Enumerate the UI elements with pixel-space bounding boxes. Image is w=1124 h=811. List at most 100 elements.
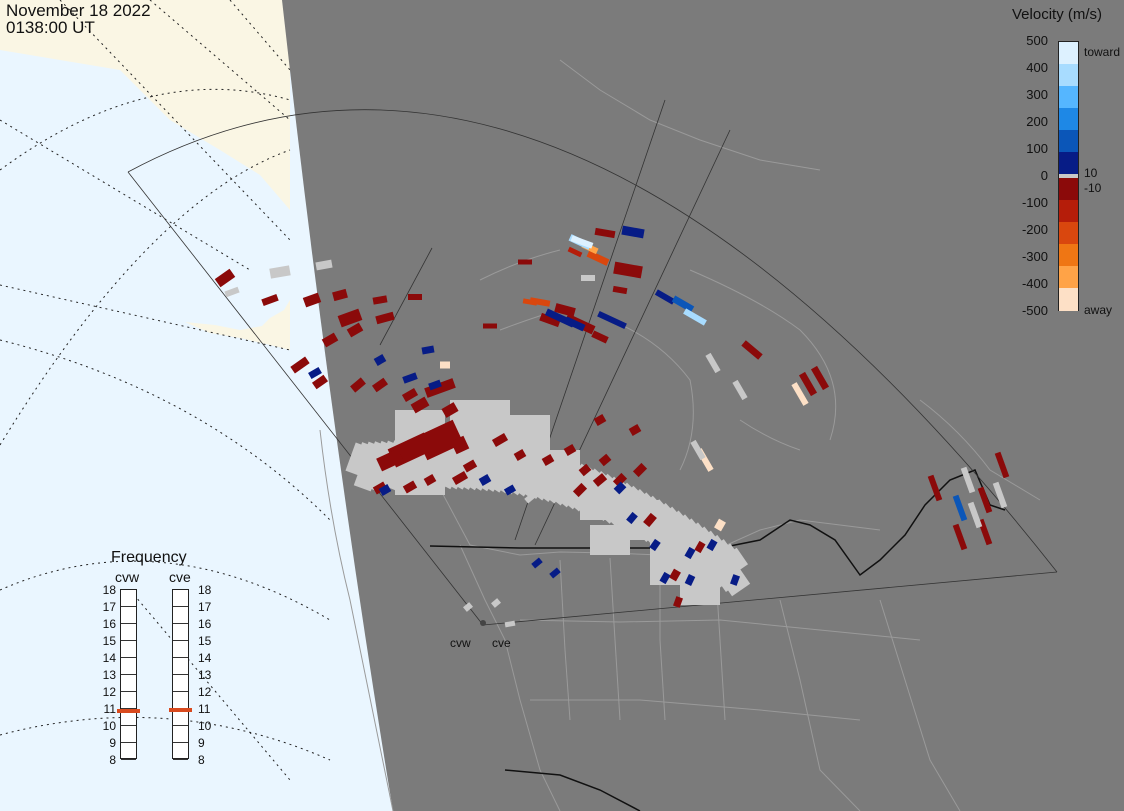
frequency-scale-label: 15 <box>198 634 212 648</box>
frequency-scale-cell <box>173 743 188 760</box>
velocity-cell <box>372 481 388 495</box>
velocity-cell <box>570 235 594 249</box>
frequency-scale-cell <box>173 624 188 641</box>
velocity-cell <box>741 340 763 360</box>
colorbar-segment <box>1059 266 1078 289</box>
velocity-cell <box>478 474 492 486</box>
velocity-cell <box>337 308 363 328</box>
legend-away-label: away <box>1084 303 1113 317</box>
frequency-scale-label: 16 <box>198 617 212 631</box>
velocity-cell <box>378 484 392 496</box>
velocity-cell <box>628 424 642 436</box>
colorbar-tick-label: -100 <box>1021 195 1048 210</box>
velocity-cell <box>706 538 718 552</box>
velocity-cell <box>671 295 695 313</box>
velocity-cell <box>992 481 1008 509</box>
velocity-cell <box>592 473 608 487</box>
velocity-colorbar <box>1058 41 1079 311</box>
velocity-cell <box>673 596 683 608</box>
colorbar-segment <box>1059 42 1078 65</box>
frequency-scale-cell <box>121 726 136 743</box>
frequency-scale-cell <box>173 658 188 675</box>
velocity-cell <box>395 465 445 495</box>
velocity-cell <box>711 547 749 582</box>
alaska-landmass <box>0 0 290 210</box>
velocity-cell <box>927 474 943 502</box>
velocity-cell <box>632 462 648 478</box>
velocity-cell <box>669 568 681 582</box>
frequency-scale-label: 8 <box>198 753 205 767</box>
velocity-cell <box>791 382 809 406</box>
frequency-scale-label: 18 <box>198 583 212 597</box>
velocity-cell <box>952 494 968 522</box>
frequency-scale-label: 13 <box>102 668 116 682</box>
velocity-cell <box>810 365 830 391</box>
velocity-cell <box>224 286 240 298</box>
frequency-marker <box>169 707 192 712</box>
velocity-cell <box>302 292 322 308</box>
velocity-cell <box>321 332 339 348</box>
velocity-cell <box>564 316 586 332</box>
velocity-cell <box>612 285 628 295</box>
colorbar-segment <box>1059 200 1078 223</box>
frequency-scale-cell <box>121 607 136 624</box>
date-label: November 18 2022 <box>6 1 151 20</box>
velocity-cell <box>261 293 279 307</box>
time-label: 0138:00 UT <box>6 18 95 37</box>
frequency-scale-cell <box>173 675 188 692</box>
velocity-cell <box>491 433 509 447</box>
velocity-cell <box>290 356 310 374</box>
velocity-cell <box>402 480 418 494</box>
velocity-cell <box>590 525 630 555</box>
velocity-cell <box>424 378 456 398</box>
velocity-cell <box>269 265 291 279</box>
colorbar-segment <box>1059 130 1078 153</box>
velocity-cell <box>350 377 366 393</box>
frequency-scale-cell <box>173 709 188 726</box>
radar-label-cvw: cvw <box>450 636 471 650</box>
velocity-cell <box>684 573 696 587</box>
colorbar-segment <box>1059 288 1078 311</box>
velocity-cell <box>643 512 657 528</box>
velocity-cell <box>732 379 748 401</box>
velocity-cell <box>683 308 707 326</box>
legend-toward-label: toward <box>1084 45 1121 59</box>
legend-pos-min-label: 10 <box>1084 166 1098 180</box>
velocity-cell <box>591 330 609 344</box>
velocity-cell <box>621 225 645 239</box>
velocity-cell <box>613 481 627 495</box>
frequency-scale-label: 14 <box>198 651 212 665</box>
velocity-cell <box>463 602 473 612</box>
legend-title: Velocity (m/s) <box>1012 6 1103 23</box>
colorbar-tick-label: 200 <box>1026 114 1048 129</box>
colorbar-segment <box>1059 86 1078 109</box>
velocity-cell <box>578 463 592 477</box>
frequency-scale-label: 9 <box>109 736 116 750</box>
velocity-cell <box>593 414 607 426</box>
freq-radar-label-cve: cve <box>169 569 191 585</box>
velocity-cell <box>408 294 422 300</box>
velocity-cell <box>690 439 706 461</box>
velocity-cell <box>541 454 555 466</box>
frequency-scale-cell <box>173 590 188 607</box>
aleutian-landmass <box>185 300 290 350</box>
colorbar-zero-band <box>1059 174 1078 178</box>
velocity-cell <box>401 388 419 402</box>
velocity-cell <box>428 379 442 391</box>
velocity-cell <box>594 227 616 239</box>
velocity-cell <box>597 310 627 330</box>
frequency-scale-cell <box>173 641 188 658</box>
velocity-cell <box>680 575 720 605</box>
velocity-cell <box>626 511 638 525</box>
frequency-scale-label: 17 <box>102 600 116 614</box>
colorbar-tick-label: 400 <box>1026 60 1048 75</box>
velocity-cell <box>960 466 976 494</box>
velocity-cell <box>410 396 430 414</box>
velocity-cell <box>554 303 576 317</box>
velocity-cell <box>598 453 612 467</box>
frequency-scale-label: 12 <box>198 685 212 699</box>
frequency-scale-cell <box>121 658 136 675</box>
velocity-cell <box>705 352 721 374</box>
velocity-cell <box>332 288 348 302</box>
frequency-scale-label: 9 <box>198 736 205 750</box>
